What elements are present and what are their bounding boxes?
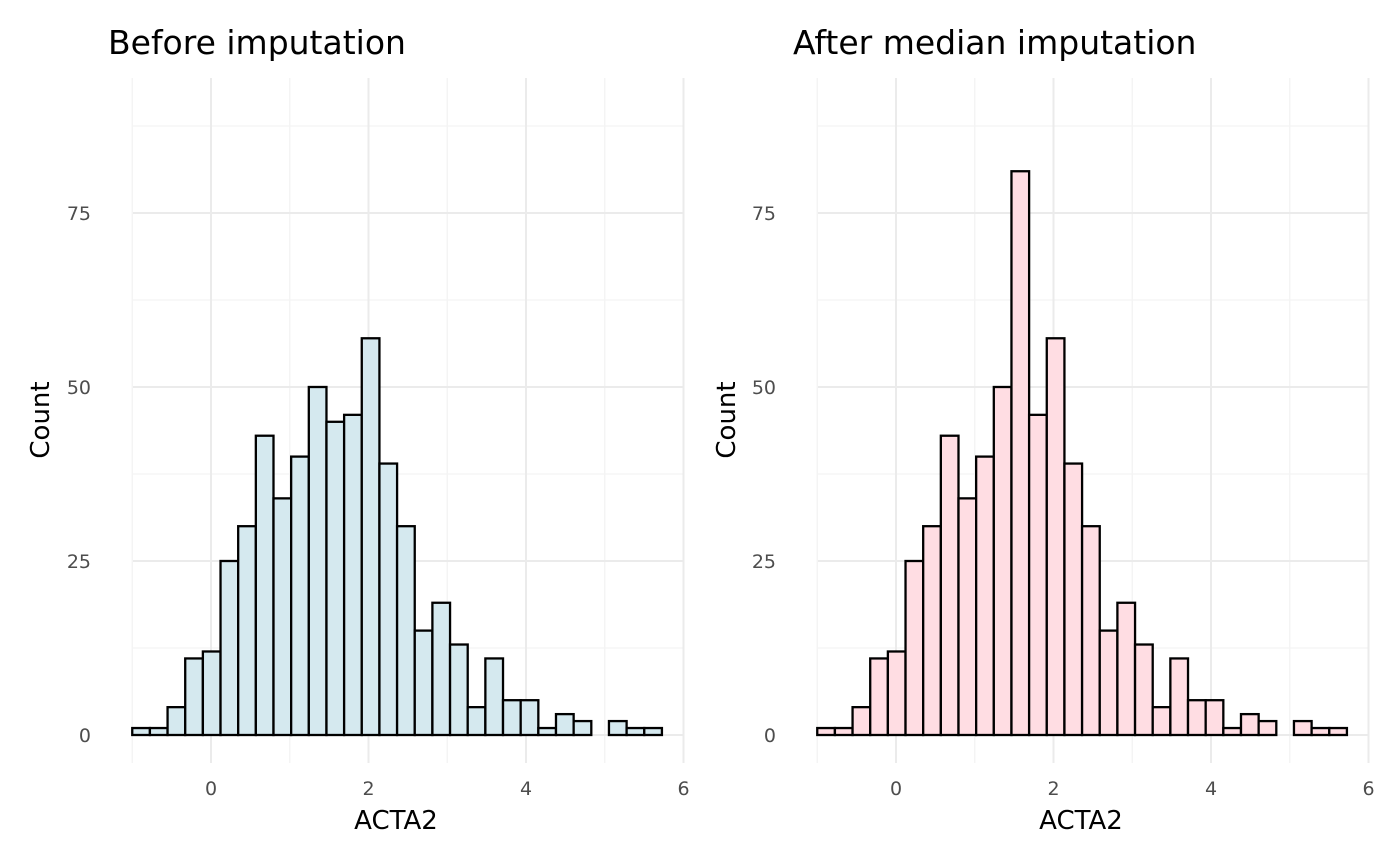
histogram-bar [1328,726,1349,737]
histogram-bar [537,726,558,737]
histogram-bar [904,559,925,737]
histogram-bar [290,455,310,737]
x-tick-label: 6 [677,778,689,800]
histogram-bar [501,699,522,737]
y-axis-title: Count [712,381,742,458]
histogram-bar [307,385,328,737]
histogram-bar [1116,601,1137,737]
y-tick-label: 25 [752,551,776,573]
histogram-bar [554,712,575,737]
x-tick-label: 4 [1205,778,1217,800]
histogram-bar [607,719,628,737]
panel-title: After median imputation [793,23,1196,62]
x-tick-label: 2 [1047,778,1059,800]
histogram-bar [378,462,399,737]
y-tick-label: 0 [764,725,776,747]
x-tick-label: 4 [520,778,532,800]
panel-title: Before imputation [108,23,406,62]
histogram-bar [975,455,995,737]
histogram-bar [166,706,187,737]
histogram-bar [272,497,293,737]
bars [816,170,1349,737]
histogram-bar [833,726,854,737]
x-axis-title: ACTA2 [1039,806,1123,836]
histogram-bar [254,434,275,737]
y-axis-title: Count [26,381,56,458]
histogram-bar [1310,726,1331,737]
histogram-bar [448,643,469,737]
y-tick-label: 0 [79,725,91,747]
histogram-bar [466,706,487,737]
histogram-bar [219,559,240,737]
y-tick-label: 25 [67,551,91,573]
histogram-bar [1010,170,1031,737]
tick-labels: 0 2 4 6 0 25 50 75 [67,203,690,800]
histogram-bar [395,525,416,737]
histogram-bar [237,525,257,737]
histogram-bar [886,650,907,737]
tick-labels: 0 2 4 6 0 25 50 75 [752,203,1375,800]
histogram-bar [869,657,890,737]
histogram-bar [325,420,346,737]
y-tick-label: 75 [67,203,91,225]
histogram-bar [148,726,169,737]
histogram-bar [201,650,222,737]
histogram-bar [992,385,1013,737]
histogram-bar [1027,413,1048,737]
histogram-bar [484,657,505,737]
histogram-bar [131,726,152,737]
x-tick-label: 0 [205,778,217,800]
histogram-bar [625,726,646,737]
histogram-bar [922,525,942,737]
histogram-bar [643,726,664,737]
histogram-bar [360,337,381,737]
y-tick-label: 50 [752,377,776,399]
histogram-bar [957,497,978,737]
histogram-bar [1292,719,1313,737]
histogram-bar [1186,699,1207,737]
y-tick-label: 50 [67,377,91,399]
histogram-bar [816,726,837,737]
histogram-bar [1204,699,1225,737]
histogram-bar [431,601,452,737]
bars [131,337,664,737]
histogram-bar [519,699,540,737]
panel-after-median-imputation: After median imputation 0 2 4 6 0 25 50 75 ACTA… [712,23,1375,836]
histogram-bar [1239,712,1260,737]
histogram-bar [1222,726,1243,737]
x-tick-label: 2 [362,778,374,800]
x-tick-label: 0 [890,778,902,800]
y-tick-label: 75 [752,203,776,225]
histogram-bar [1063,462,1084,737]
histogram-bar [413,629,434,737]
histogram-bar [1169,657,1190,737]
histogram-bar [1151,706,1172,737]
histogram-bar [184,657,205,737]
histogram-bar [1133,643,1154,737]
histogram-bar [1045,337,1066,737]
histogram-bar [1098,629,1119,737]
histogram-bar [1080,525,1101,737]
panel-before-imputation: Before imputation 0 2 4 6 0 25 50 75 ACTA2 Coun… [26,23,690,836]
histogram-bar [851,706,872,737]
x-tick-label: 6 [1362,778,1374,800]
histogram-bar [939,434,960,737]
histogram-bar [1257,719,1278,737]
x-axis-title: ACTA2 [354,806,438,836]
histogram-bar [572,719,593,737]
histogram-bar [342,413,363,737]
